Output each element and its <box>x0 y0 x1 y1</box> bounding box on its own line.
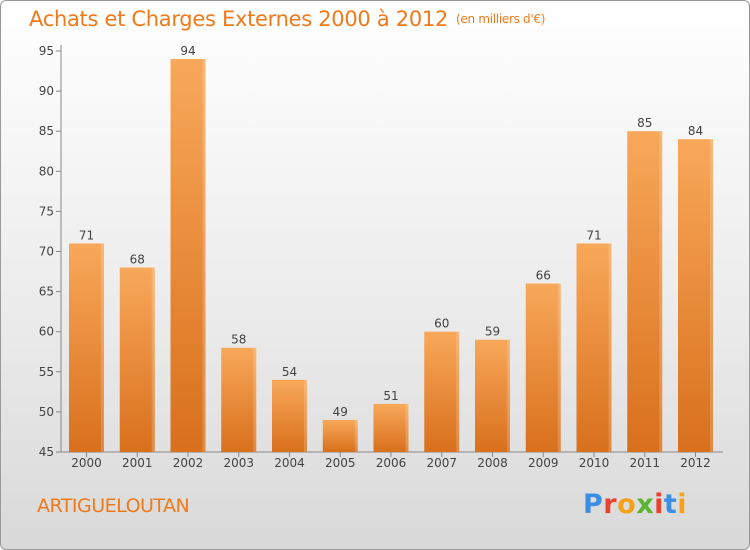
y-tick-label-65: 65 <box>39 285 54 299</box>
bar-2012 <box>678 139 713 452</box>
bar-highlight-2000 <box>101 243 104 452</box>
y-tick-label-60: 60 <box>39 325 54 339</box>
logo-letter: P <box>583 489 604 520</box>
title-text: Achats et Charges Externes 2000 à 2012 <box>29 7 449 31</box>
x-tick-label-2012: 2012 <box>680 456 711 470</box>
data-label-2005: 49 <box>333 405 348 419</box>
x-tick-label-2000: 2000 <box>71 456 102 470</box>
y-tick-label-55: 55 <box>39 365 54 379</box>
logo-letter: i <box>654 489 664 520</box>
data-label-2006: 51 <box>383 389 398 403</box>
y-tick-label-70: 70 <box>39 245 54 259</box>
bar-highlight-2007 <box>456 331 460 452</box>
bar-highlight-2006 <box>405 403 409 452</box>
data-label-2007: 60 <box>434 317 449 331</box>
bar-highlight-2003 <box>253 347 257 452</box>
y-tick-label-50: 50 <box>39 405 54 419</box>
x-tick-label-2007: 2007 <box>426 456 457 470</box>
y-tick-label-45: 45 <box>39 445 54 459</box>
data-label-2010: 71 <box>586 228 601 242</box>
bar-2001 <box>119 267 155 452</box>
bar-2010 <box>576 243 612 452</box>
bar-highlight-2012 <box>710 139 713 452</box>
logo-letter: o <box>617 489 637 520</box>
bar-highlight-2009 <box>557 283 561 452</box>
bar-2011 <box>627 131 663 452</box>
data-label-2001: 68 <box>130 253 145 267</box>
bar-highlight-2010 <box>608 243 612 452</box>
bar-2002 <box>170 59 206 453</box>
bar-2005 <box>322 419 358 452</box>
y-tick-label-90: 90 <box>39 84 54 98</box>
bar-highlight-2011 <box>659 131 663 452</box>
x-tick-label-2001: 2001 <box>122 456 153 470</box>
y-tick-label-80: 80 <box>39 164 54 178</box>
bar-highlight-2002 <box>202 59 206 453</box>
x-tick-label-2011: 2011 <box>629 456 660 470</box>
data-label-2011: 85 <box>637 116 652 130</box>
bar-2007 <box>424 331 460 452</box>
x-tick-label-2004: 2004 <box>274 456 305 470</box>
x-tick-label-2006: 2006 <box>376 456 407 470</box>
x-tick-label-2005: 2005 <box>325 456 356 470</box>
bar-2003 <box>221 347 257 452</box>
data-label-2000: 71 <box>79 228 94 242</box>
chart-title: Achats et Charges Externes 2000 à 2012 (e… <box>29 7 545 31</box>
logo-letter: t <box>663 489 678 520</box>
x-tick-label-2003: 2003 <box>223 456 254 470</box>
bar-highlight-2004 <box>304 379 307 452</box>
bar-highlight-2008 <box>507 339 510 452</box>
data-label-2004: 54 <box>282 365 297 379</box>
unit-label: (en milliers d'€) <box>456 12 546 26</box>
data-label-2008: 59 <box>485 325 500 339</box>
bar-2004 <box>272 379 307 452</box>
bar-layer <box>69 59 713 453</box>
data-label-2012: 84 <box>688 124 703 138</box>
bar-2008 <box>475 339 510 452</box>
data-label-2003: 58 <box>231 333 246 347</box>
logo-letter: r <box>603 489 618 520</box>
bar-highlight-2005 <box>354 419 358 452</box>
y-tick-label-75: 75 <box>39 204 54 218</box>
bar-2006 <box>373 403 409 452</box>
logo-letter: x <box>636 489 655 520</box>
bar-2000 <box>69 243 104 452</box>
y-tick-label-95: 95 <box>39 44 54 58</box>
label-layer: 2000 71 2001 68 2002 94 2003 58 2004 54 2005 49 2006… <box>71 44 711 470</box>
bar-2009 <box>525 283 561 452</box>
x-tick-label-2009: 2009 <box>528 456 559 470</box>
logo-letter: i <box>677 489 688 520</box>
data-label-2002: 94 <box>180 44 195 58</box>
x-tick-label-2008: 2008 <box>477 456 508 470</box>
bar-highlight-2001 <box>151 267 155 452</box>
x-tick-label-2002: 2002 <box>173 456 204 470</box>
data-label-2009: 66 <box>536 269 551 283</box>
commune-name: ARTIGUELOUTAN <box>37 495 190 517</box>
proxiti-logo[interactable]: Proxiti <box>583 489 687 520</box>
axis-layer: 45 50 55 60 65 70 75 80 85 90 95 <box>39 44 723 459</box>
y-tick-label-85: 85 <box>39 124 54 138</box>
x-tick-label-2010: 2010 <box>579 456 610 470</box>
